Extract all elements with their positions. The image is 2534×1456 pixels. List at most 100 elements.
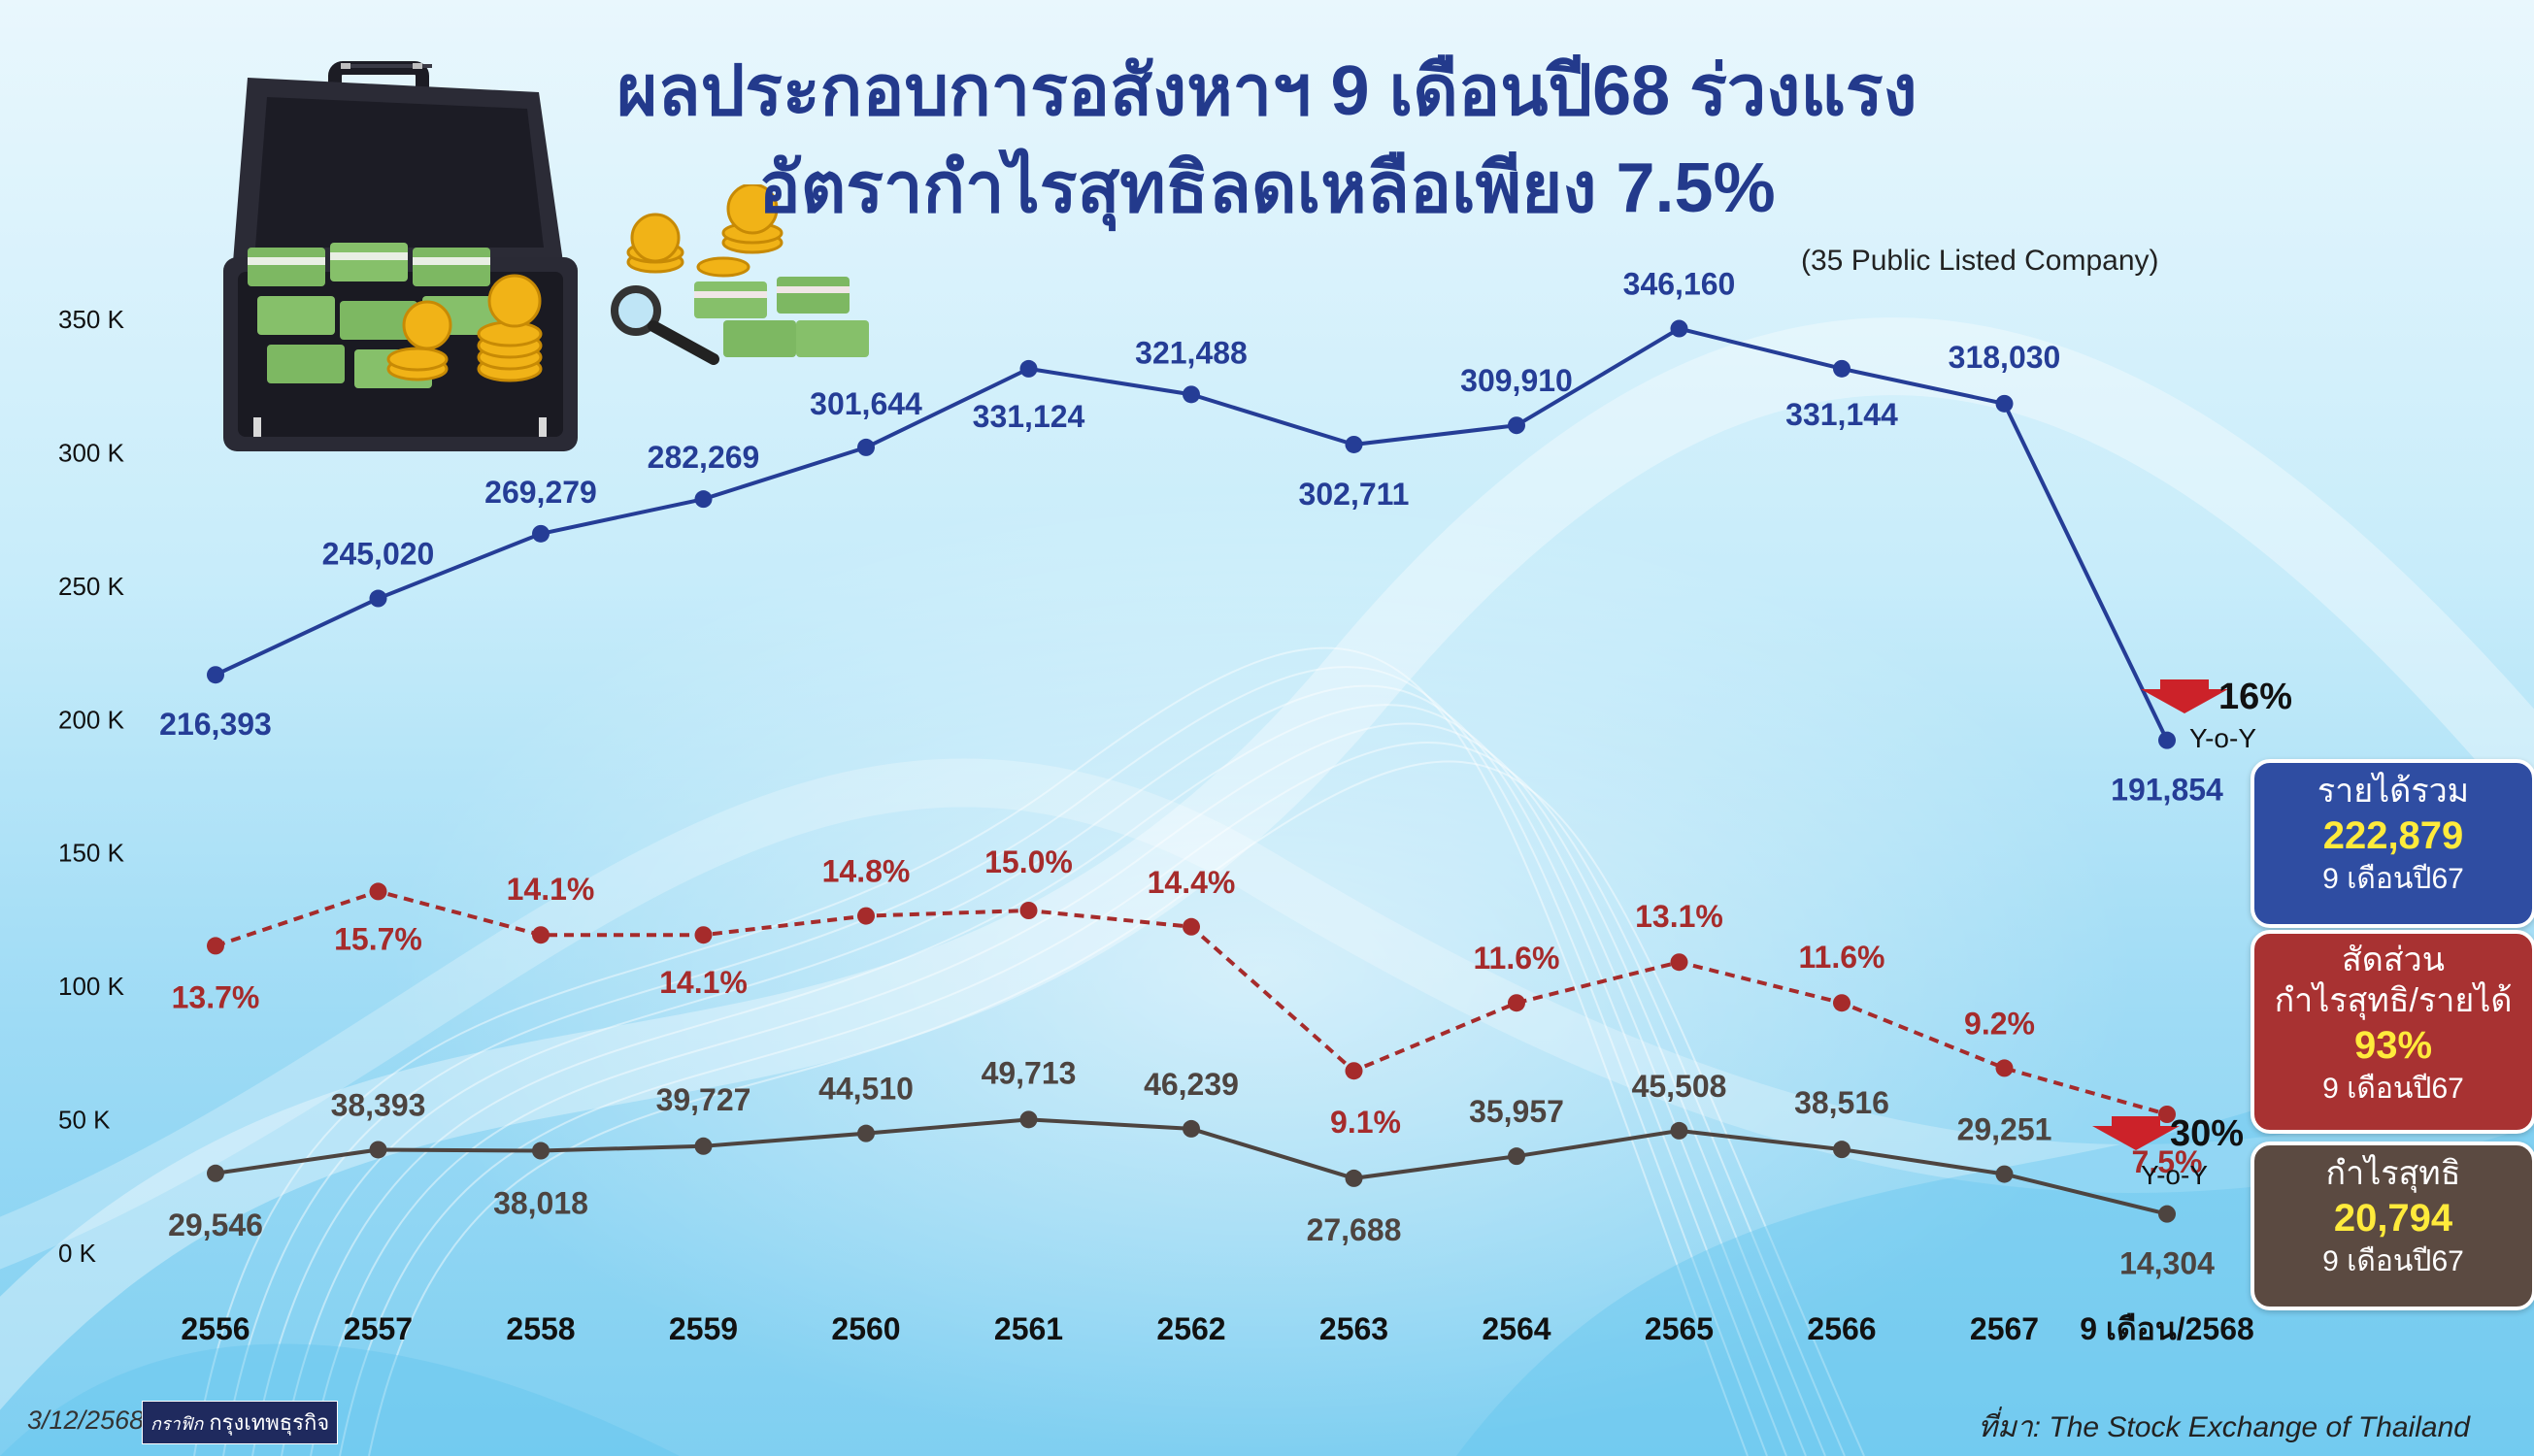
margin-data-label: 14.8% [822,854,911,889]
margin-data-label: 9.2% [1964,1006,2035,1041]
profit-data-label: 27,688 [1307,1212,1402,1247]
revenue-yoy-change: 16% [2218,677,2292,717]
margin-panel-label-2: กำไรสุทธิ/รายได้ [2274,982,2513,1019]
x-tick-label: 2565 [1645,1311,1714,1346]
x-tick-label: 2558 [506,1311,575,1346]
profit-point [2158,1205,2176,1223]
revenue-data-label: 269,279 [484,475,597,510]
margin-point [1508,994,1525,1012]
margin-point [369,882,387,901]
margin-panel: สัดส่วน กำไรสุทธิ/รายได้ 93% 9 เดือนปี67 [2251,930,2534,1134]
profit-panel-period: 9 เดือนปี67 [2322,1245,2464,1277]
margin-point [207,937,224,955]
profit-point [1508,1147,1525,1166]
revenue-data-label: 216,393 [159,707,272,742]
x-tick-label: 2563 [1319,1311,1388,1346]
profit-data-label: 44,510 [818,1072,914,1107]
y-tick-label: 150 K [58,839,125,868]
profit-point [1833,1141,1850,1159]
profit-data-label: 38,018 [493,1186,588,1221]
margin-data-label: 11.6% [1799,940,1885,975]
margin-data-label: 13.1% [1635,899,1723,934]
x-tick-label: 2557 [344,1311,413,1346]
profit-yoy-label: Y-o-Y [2141,1160,2208,1190]
revenue-data-label: 301,644 [810,386,922,421]
profit-data-label: 45,508 [1632,1069,1727,1104]
profit-point [207,1164,224,1182]
revenue-panel-value: 222,879 [2322,814,2464,857]
revenue-point [857,438,875,456]
briefcase-money-illustration [223,61,578,451]
x-tick-label: 2561 [994,1311,1063,1346]
profit-data-label: 39,727 [656,1082,751,1117]
revenue-panel-label: รายได้รวม [2317,773,2470,810]
profit-point [694,1137,713,1155]
margin-point [2158,1106,2176,1123]
margin-point [694,926,713,944]
profit-data-label: 46,239 [1144,1067,1239,1102]
margin-data-label: 11.6% [1474,941,1560,976]
revenue-data-label: 331,144 [1785,397,1898,432]
x-tick-label: 2556 [181,1311,250,1346]
revenue-point [2158,731,2176,749]
margin-data-label: 14.1% [507,872,595,907]
profit-data-label: 14,304 [2119,1246,2215,1281]
profit-point [1670,1121,1688,1140]
margin-point [1995,1059,2014,1077]
title-line-2: อัตรากำไรสุทธิลดเหลือเพียง 7.5% [758,149,1776,227]
margin-point [1670,953,1688,972]
down-arrow-icon [2141,679,2228,713]
y-tick-label: 200 K [58,705,125,734]
revenue-data-label: 346,160 [1623,267,1736,302]
x-tick-label: 2567 [1970,1311,2039,1346]
profit-point [1019,1110,1038,1129]
revenue-yoy-label: Y-o-Y [2189,723,2256,753]
coins-cash-magnifier-illustration [611,184,869,365]
revenue-point [1833,359,1850,378]
revenue-panel-period: 9 เดือนปี67 [2322,863,2464,895]
margin-panel-value: 93% [2353,1024,2433,1067]
revenue-panel: รายได้รวม 222,879 9 เดือนปี67 [2251,759,2534,928]
profit-point [532,1142,550,1160]
y-tick-label: 300 K [58,438,125,467]
profit-yoy-change: 30% [2170,1113,2244,1154]
revenue-data-label: 191,854 [2111,773,2223,808]
brand-name: กรุงเทพธุรกิจ [209,1410,330,1435]
revenue-point [1670,319,1688,338]
revenue-data-label: 309,910 [1460,363,1573,398]
profit-data-label: 38,516 [1794,1085,1889,1120]
revenue-point [1508,416,1525,435]
revenue-point [1183,385,1200,404]
profit-point [1995,1165,2014,1183]
x-tick-label: 2566 [1807,1311,1876,1346]
profit-panel: กำไรสุทธิ 20,794 9 เดือนปี67 [2251,1142,2534,1310]
revenue-point [694,490,713,509]
profit-data-label: 29,546 [168,1208,263,1242]
revenue-point [207,666,224,684]
revenue-point [1345,435,1363,453]
profit-point [1183,1119,1200,1138]
margin-data-label: 14.1% [659,965,748,1000]
x-tick-label: 2559 [669,1311,738,1346]
revenue-data-label: 302,711 [1299,477,1410,512]
source-note: ที่มา: The Stock Exchange of Thailand [1978,1411,2470,1443]
revenue-point [532,524,550,543]
profit-point [369,1141,387,1159]
margin-data-label: 9.1% [1330,1105,1401,1140]
revenue-data-label: 321,488 [1135,335,1248,370]
y-tick-label: 0 K [58,1239,97,1268]
margin-data-label: 15.0% [984,844,1073,879]
margin-point [1183,917,1200,936]
x-tick-label: 2562 [1156,1311,1225,1346]
revenue-point [1019,359,1038,378]
margin-panel-label-1: สัดส่วน [2342,942,2445,978]
revenue-data-label: 318,030 [1949,340,2061,375]
margin-point [1345,1062,1363,1080]
y-tick-label: 50 K [58,1106,111,1135]
margin-point [1019,902,1038,919]
profit-point [1345,1169,1363,1187]
revenue-data-label: 331,124 [973,399,1085,434]
x-tick-label: 2564 [1482,1311,1550,1346]
revenue-data-label: 245,020 [322,537,435,572]
margin-point [532,926,550,944]
